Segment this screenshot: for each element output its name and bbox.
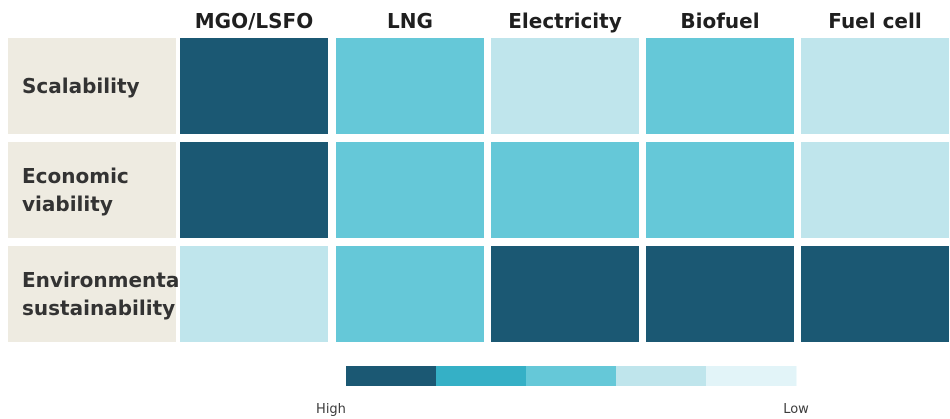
row-header-background [8,142,176,238]
row-header-label: viability [22,192,113,216]
row-headers: Scalability Economic viability Environmenta… [8,38,186,342]
heatmap-cells [180,38,949,342]
heatmap-cell [336,142,484,238]
heatmap-cell [336,246,484,342]
legend-swatch [616,366,707,386]
legend-swatch [346,366,437,386]
row-header-label: Environmental [22,268,186,292]
row-header-background [8,38,176,134]
row-header-label: Scalability [22,74,140,98]
legend-swatch [706,366,797,386]
row-header-background [8,246,176,342]
legend-high-label: High [316,402,346,417]
heatmap-cell [801,38,949,134]
column-headers: MGO/LSFO LNG Electricity Biofuel Fuel cell [195,9,922,33]
row-header-label: sustainability [22,296,175,320]
heatmap-cell [180,246,328,342]
column-header: MGO/LSFO [195,9,313,33]
legend-low-label: Low [783,402,809,417]
column-header: Fuel cell [828,9,921,33]
heatmap-cell [180,38,328,134]
heatmap-cell [801,142,949,238]
legend-swatch [526,366,617,386]
heatmap-cell [491,142,639,238]
heatmap-cell [646,246,794,342]
heatmap-cell [646,38,794,134]
heatmap-cell [491,38,639,134]
column-header: Electricity [508,9,622,33]
heatmap-cell [180,142,328,238]
heatmap-cell [491,246,639,342]
legend-swatch [436,366,527,386]
row-header-label: Economic [22,164,129,188]
heatmap-cell [646,142,794,238]
color-scale-legend: High Low [316,366,809,417]
column-header: Biofuel [680,9,759,33]
heatmap-cell [336,38,484,134]
heatmap-cell [801,246,949,342]
column-header: LNG [387,9,433,33]
legend-swatches [346,366,797,386]
